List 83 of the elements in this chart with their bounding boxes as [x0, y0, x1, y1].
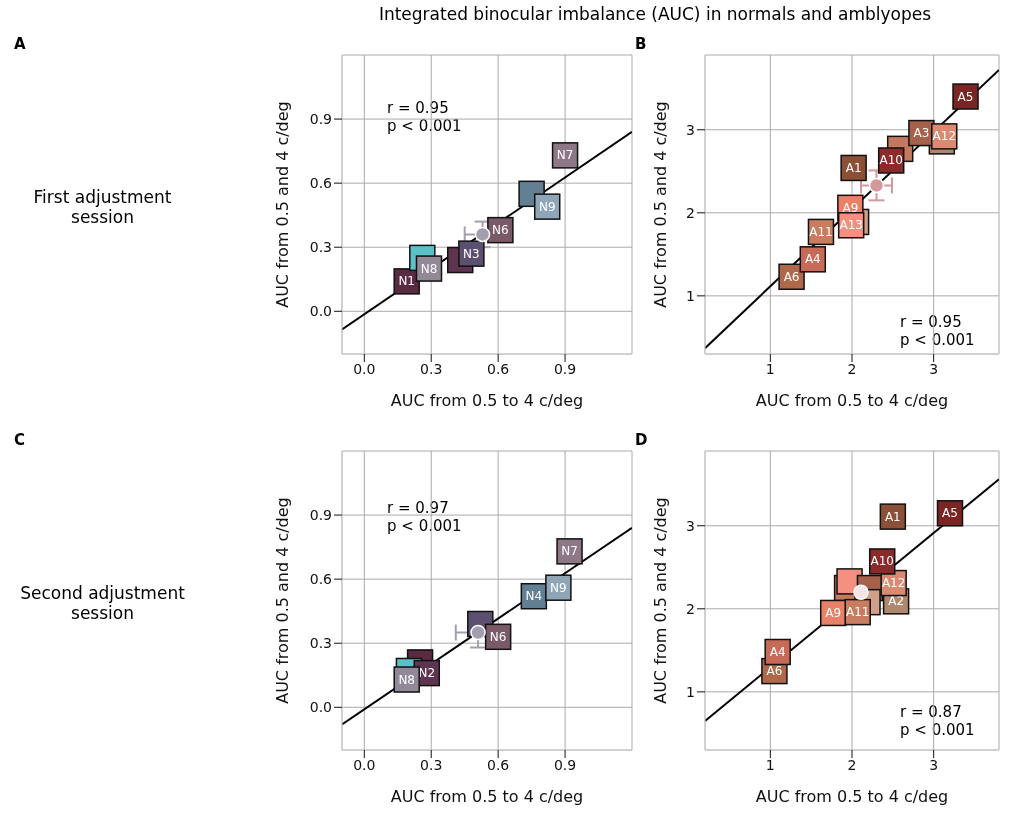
text: C [14, 430, 26, 450]
chart-title: Integrated binocular imbalance (AUC) in normals and amblyopes [377, 4, 933, 24]
annotation: r = 0.87 [900, 702, 962, 722]
y-tick-label: 0.6 [309, 175, 333, 192]
point [868, 177, 885, 194]
text: B [635, 34, 647, 54]
x-tick-label: 0.6 [487, 360, 510, 377]
series-label: A5 [957, 89, 974, 104]
y-tick-label: 0.9 [309, 111, 332, 128]
x-tick-label: 1 [765, 360, 775, 377]
y-tick-label: 0.0 [309, 303, 332, 320]
series-label: N9 [538, 199, 556, 214]
y-axis-title: AUC from 0.5 and 4 c/deg [650, 101, 670, 308]
series-label: N6 [492, 223, 509, 238]
annotation: p < 0.001 [900, 720, 975, 740]
series-label: N1 [398, 274, 415, 289]
annotation: p < 0.001 [387, 516, 462, 536]
x-tick-label: 2 [847, 756, 857, 773]
series-label: N2 [418, 666, 436, 681]
y-axis-title: AUC from 0.5 and 4 c/deg [650, 497, 670, 704]
series-label: N7 [561, 544, 578, 559]
annotation: p < 0.001 [387, 116, 462, 136]
x-axis-title: AUC from 0.5 to 4 c/deg [390, 391, 584, 410]
x-tick-label: 0.3 [420, 756, 443, 773]
y-tick-label: 0.3 [309, 239, 332, 256]
y-tick-label: 3 [686, 517, 695, 534]
series-label: A11 [809, 224, 833, 239]
x-tick-label: 0.9 [553, 360, 577, 377]
y-tick-label: 2 [686, 204, 695, 221]
y-tick-label: 2 [686, 600, 695, 617]
y-tick-label: 0.3 [309, 635, 332, 652]
series-label: N8 [420, 261, 438, 276]
series-label: A3 [913, 126, 930, 141]
series-label: A6 [783, 269, 800, 284]
point [853, 584, 869, 600]
series-label: A10 [870, 554, 894, 569]
x-axis-title: AUC from 0.5 to 4 c/deg [390, 787, 584, 806]
text: D [635, 430, 648, 450]
x-axis-title: AUC from 0.5 to 4 c/deg [755, 391, 949, 410]
series-label: A2 [888, 594, 905, 609]
y-axis-title: AUC from 0.5 and 4 c/deg [272, 497, 292, 704]
series-label: N4 [525, 589, 543, 604]
series-label: A9 [842, 200, 859, 215]
x-tick-label: 2 [847, 360, 857, 377]
series-label: A10 [879, 153, 903, 168]
series-label: A4 [804, 252, 821, 267]
text: Second adjustment session [19, 583, 186, 623]
x-tick-label: 1 [765, 756, 775, 773]
text: A [14, 34, 26, 54]
y-tick-label: 0.0 [309, 699, 332, 716]
series-label: A1 [845, 160, 862, 175]
x-tick-label: 3 [929, 756, 939, 773]
x-tick-label: 0.3 [420, 360, 443, 377]
series-label: A6 [766, 664, 783, 679]
series-label: A9 [825, 605, 842, 620]
x-tick-label: 0.9 [553, 756, 577, 773]
series-label: N8 [398, 672, 415, 687]
x-tick-label: 0.6 [487, 756, 510, 773]
series-label: A12 [881, 576, 906, 591]
y-tick-label: 0.9 [309, 507, 332, 524]
x-tick-label: 0.0 [353, 756, 376, 773]
series-label: N3 [463, 246, 480, 261]
x-tick-label: 3 [929, 360, 939, 377]
y-tick-label: 1 [686, 287, 695, 304]
y-tick-label: 3 [686, 121, 695, 138]
annotation: r = 0.97 [387, 498, 449, 518]
x-tick-label: 0.0 [353, 360, 376, 377]
series-label: N9 [550, 580, 567, 595]
series-label: N7 [556, 148, 574, 163]
series-label: A4 [769, 644, 786, 659]
series-label: A5 [942, 506, 958, 521]
series-label: A11 [845, 605, 870, 620]
y-tick-label: 1 [686, 683, 695, 700]
series-label: N6 [489, 629, 507, 644]
series-label: A1 [884, 509, 901, 524]
annotation: r = 0.95 [387, 98, 449, 118]
point [474, 226, 491, 243]
text: First adjustment session [32, 187, 173, 227]
annotation: p < 0.001 [900, 330, 975, 350]
x-axis-title: AUC from 0.5 to 4 c/deg [755, 787, 949, 806]
annotation: r = 0.95 [900, 312, 962, 332]
y-tick-label: 0.6 [309, 571, 333, 588]
y-axis-title: AUC from 0.5 and 4 c/deg [272, 101, 292, 308]
